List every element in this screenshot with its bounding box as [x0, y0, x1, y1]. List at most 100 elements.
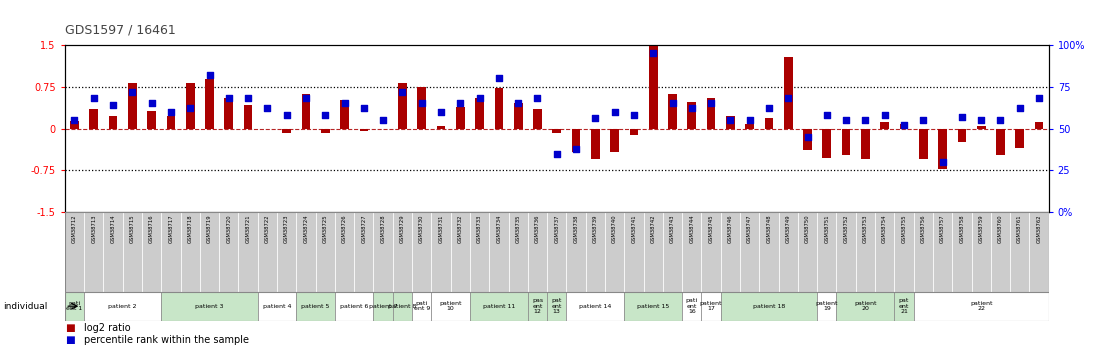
Bar: [142, 212, 161, 292]
Bar: [354, 212, 373, 292]
Text: individual: individual: [3, 302, 48, 311]
Bar: [571, 128, 580, 152]
Bar: [315, 212, 335, 292]
Text: pati
ent 1: pati ent 1: [66, 301, 83, 312]
Point: [452, 101, 470, 106]
Text: patient 14: patient 14: [579, 304, 612, 309]
Text: GSM38715: GSM38715: [130, 215, 135, 243]
Text: GSM38714: GSM38714: [111, 215, 115, 243]
Bar: [373, 292, 392, 321]
Bar: [798, 212, 817, 292]
Text: GSM38720: GSM38720: [226, 215, 231, 243]
Text: patient 15: patient 15: [637, 304, 670, 309]
Point: [471, 96, 489, 101]
Text: GSM38716: GSM38716: [149, 215, 154, 243]
Bar: [919, 128, 928, 159]
Bar: [972, 212, 991, 292]
Bar: [335, 292, 373, 321]
Bar: [186, 83, 195, 128]
Text: ■: ■: [65, 335, 75, 345]
Text: GSM38722: GSM38722: [265, 215, 269, 243]
Point: [297, 96, 315, 101]
Bar: [528, 292, 547, 321]
Bar: [1034, 122, 1043, 128]
Text: patient 5: patient 5: [302, 304, 330, 309]
Bar: [258, 292, 296, 321]
Text: patient
10: patient 10: [439, 301, 462, 312]
Point: [625, 112, 643, 118]
Point: [973, 117, 991, 123]
Point: [702, 101, 720, 106]
Text: pat
ent
21: pat ent 21: [899, 298, 909, 314]
Text: patient
22: patient 22: [970, 301, 993, 312]
Text: GSM38724: GSM38724: [303, 215, 309, 243]
Text: GSM38738: GSM38738: [574, 215, 578, 243]
Point: [953, 114, 970, 120]
Text: GSM38712: GSM38712: [72, 215, 77, 243]
Point: [85, 96, 103, 101]
Bar: [84, 212, 104, 292]
Text: patient 3: patient 3: [196, 304, 224, 309]
Point: [587, 116, 605, 121]
Point: [915, 117, 932, 123]
Text: GSM38752: GSM38752: [844, 215, 849, 243]
Bar: [161, 212, 181, 292]
Text: GSM38754: GSM38754: [882, 215, 888, 243]
Point: [683, 106, 701, 111]
Bar: [567, 292, 624, 321]
Point: [239, 96, 257, 101]
Text: GSM38732: GSM38732: [457, 215, 463, 243]
Bar: [784, 57, 793, 128]
Bar: [89, 109, 98, 128]
Bar: [688, 102, 697, 128]
Bar: [470, 292, 528, 321]
Text: GSM38751: GSM38751: [824, 215, 830, 243]
Bar: [360, 128, 368, 131]
Text: GSM38713: GSM38713: [92, 215, 96, 243]
Bar: [648, 45, 657, 128]
Text: GSM38749: GSM38749: [786, 215, 790, 243]
Bar: [219, 212, 238, 292]
Bar: [432, 212, 451, 292]
Text: log2 ratio: log2 ratio: [84, 324, 131, 333]
Bar: [586, 212, 605, 292]
Text: pat
ent
13: pat ent 13: [551, 298, 562, 314]
Bar: [913, 292, 1049, 321]
Bar: [855, 212, 875, 292]
Bar: [417, 87, 426, 128]
Text: GSM38757: GSM38757: [940, 215, 945, 243]
Bar: [996, 128, 1005, 155]
Bar: [740, 212, 759, 292]
Bar: [65, 212, 84, 292]
Bar: [84, 292, 161, 321]
Text: pas
ent
12: pas ent 12: [532, 298, 543, 314]
Bar: [475, 98, 484, 128]
Text: pati
ent
16: pati ent 16: [685, 298, 698, 314]
Bar: [321, 128, 330, 133]
Bar: [644, 212, 663, 292]
Text: GSM38750: GSM38750: [805, 215, 811, 243]
Bar: [1010, 212, 1030, 292]
Text: patient
20: patient 20: [854, 301, 877, 312]
Text: GSM38728: GSM38728: [380, 215, 386, 243]
Text: GSM38727: GSM38727: [361, 215, 367, 243]
Bar: [567, 212, 586, 292]
Point: [335, 101, 353, 106]
Point: [992, 117, 1010, 123]
Text: GSM38725: GSM38725: [323, 215, 328, 243]
Point: [818, 112, 836, 118]
Point: [432, 109, 449, 115]
Bar: [817, 292, 836, 321]
Bar: [624, 292, 682, 321]
Bar: [528, 212, 547, 292]
Point: [760, 106, 778, 111]
Point: [375, 117, 392, 123]
Bar: [373, 212, 392, 292]
Bar: [591, 128, 599, 159]
Point: [529, 96, 547, 101]
Bar: [206, 79, 214, 128]
Bar: [900, 124, 908, 128]
Point: [490, 76, 508, 81]
Bar: [552, 128, 561, 133]
Text: GSM38739: GSM38739: [593, 215, 598, 243]
